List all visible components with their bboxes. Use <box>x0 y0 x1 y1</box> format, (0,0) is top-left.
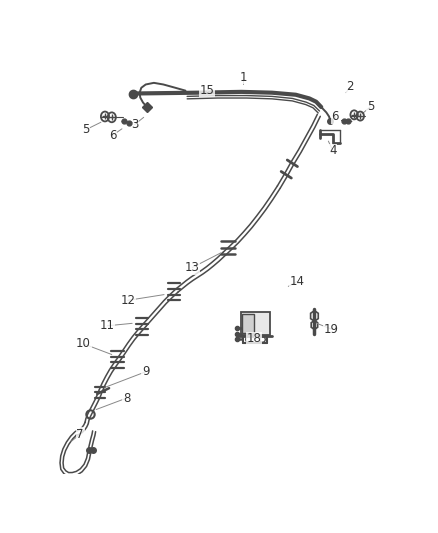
Text: 15: 15 <box>199 84 214 96</box>
Text: 2: 2 <box>346 80 354 93</box>
Text: 14: 14 <box>290 275 304 288</box>
Text: 1: 1 <box>240 70 247 84</box>
Text: 13: 13 <box>185 261 200 274</box>
Text: 5: 5 <box>367 100 374 113</box>
Text: 3: 3 <box>131 118 138 131</box>
Text: 12: 12 <box>120 294 135 307</box>
Text: 7: 7 <box>77 427 84 441</box>
Bar <box>242 314 254 333</box>
FancyBboxPatch shape <box>241 312 270 335</box>
Text: 5: 5 <box>82 123 90 136</box>
Text: 6: 6 <box>332 110 339 123</box>
Text: 18: 18 <box>247 333 262 345</box>
Text: 9: 9 <box>142 365 149 378</box>
Text: 6: 6 <box>109 129 116 142</box>
Text: 10: 10 <box>76 337 91 350</box>
Text: 4: 4 <box>329 144 337 157</box>
Text: 11: 11 <box>100 319 115 332</box>
Text: 8: 8 <box>123 392 131 405</box>
Text: 19: 19 <box>324 322 339 336</box>
